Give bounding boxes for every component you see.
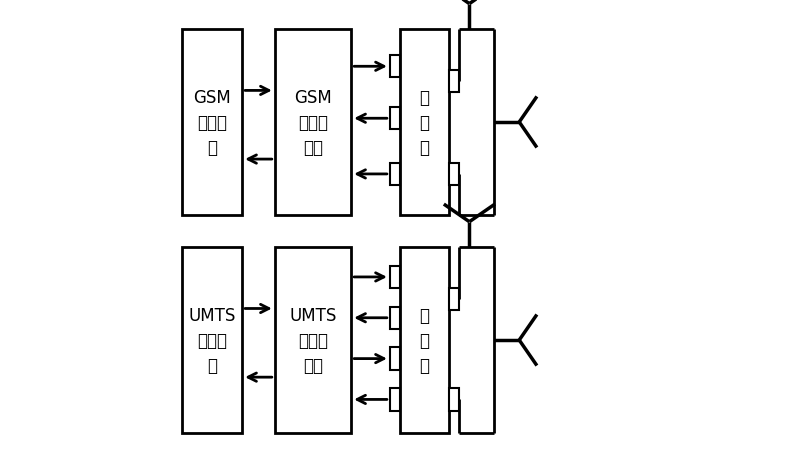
Bar	[390, 108, 400, 130]
Bar	[449, 163, 459, 186]
Bar	[274, 30, 351, 215]
Bar	[274, 248, 351, 433]
Text: 双
工
器: 双 工 器	[419, 89, 430, 156]
Bar	[390, 56, 400, 78]
Text: UMTS
基带单
元: UMTS 基带单 元	[188, 307, 236, 374]
Bar	[390, 307, 400, 329]
Text: GSM
基带单
元: GSM 基带单 元	[194, 89, 231, 156]
Bar	[390, 388, 400, 411]
Text: 双
工
器: 双 工 器	[419, 307, 430, 374]
Bar	[449, 288, 459, 311]
Bar	[390, 348, 400, 370]
Bar	[400, 248, 449, 433]
Bar	[390, 163, 400, 186]
Bar	[449, 71, 459, 93]
Bar	[449, 388, 459, 411]
Bar	[390, 266, 400, 288]
Text: GSM
中射频
单元: GSM 中射频 单元	[294, 89, 332, 156]
Text: UMTS
中射频
单元: UMTS 中射频 单元	[290, 307, 337, 374]
Bar	[400, 30, 449, 215]
Bar	[182, 248, 242, 433]
Bar	[182, 30, 242, 215]
